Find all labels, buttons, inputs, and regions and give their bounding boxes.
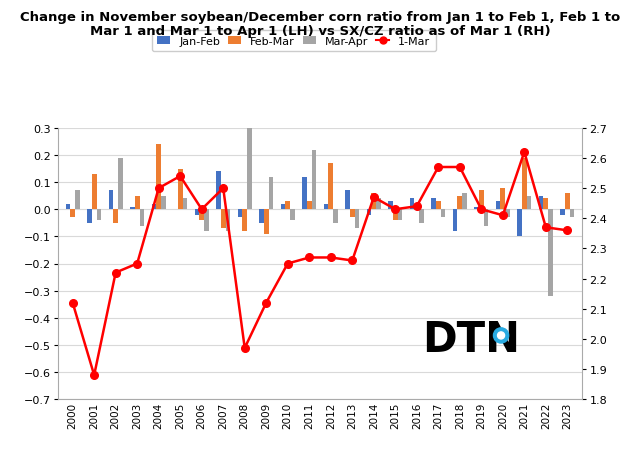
Bar (350, 210, 355, 218)
Bar (517, 210, 522, 237)
Bar (113, 210, 118, 224)
Bar (70, 210, 75, 218)
Bar (225, 210, 230, 231)
Bar (269, 177, 273, 210)
Bar (302, 177, 307, 210)
Bar (367, 210, 371, 215)
Bar (415, 207, 419, 210)
Bar (560, 210, 565, 215)
Bar (264, 210, 269, 234)
Bar (65, 204, 70, 210)
Bar (345, 191, 350, 210)
Bar (500, 188, 505, 210)
Bar (243, 210, 247, 231)
Bar (109, 191, 113, 210)
Bar (152, 204, 156, 210)
Text: Change in November soybean/December corn ratio from Jan 1 to Feb 1, Feb 1 to: Change in November soybean/December corn… (20, 11, 620, 24)
Bar (479, 191, 484, 210)
Bar (280, 204, 285, 210)
Bar (75, 191, 80, 210)
Bar (543, 199, 548, 210)
Bar (204, 210, 209, 231)
Bar (290, 210, 295, 221)
Bar (393, 210, 397, 221)
Bar (539, 196, 543, 210)
Bar (388, 202, 393, 210)
Bar (397, 210, 403, 221)
Bar (195, 210, 199, 215)
Bar (505, 210, 510, 218)
Bar (410, 199, 415, 210)
Bar (118, 158, 123, 210)
Bar (161, 196, 166, 210)
Bar (441, 210, 445, 218)
Bar (130, 207, 135, 210)
Bar (570, 210, 575, 218)
Bar (419, 210, 424, 224)
Bar (458, 196, 462, 210)
Bar (527, 196, 531, 210)
Bar (247, 34, 252, 210)
Bar (140, 210, 144, 226)
Bar (496, 202, 500, 210)
Ellipse shape (497, 332, 504, 339)
Bar (307, 202, 312, 210)
Bar (462, 194, 467, 210)
Bar (431, 199, 436, 210)
Bar (221, 210, 225, 229)
Bar (484, 210, 488, 226)
Bar (565, 194, 570, 210)
Bar (216, 172, 221, 210)
Bar (259, 210, 264, 224)
Bar (97, 210, 101, 221)
Bar (156, 145, 161, 210)
Bar (92, 174, 97, 210)
Bar (135, 196, 140, 210)
Bar (324, 204, 328, 210)
Bar (474, 207, 479, 210)
Text: DTN: DTN (422, 319, 520, 361)
Bar (548, 210, 553, 297)
Bar (355, 210, 360, 229)
Bar (452, 210, 458, 231)
Bar (328, 164, 333, 210)
Bar (312, 150, 316, 210)
Ellipse shape (493, 328, 509, 343)
Bar (87, 210, 92, 224)
Bar (237, 210, 243, 218)
Bar (285, 202, 290, 210)
Bar (371, 194, 376, 210)
Text: Mar 1 and Mar 1 to Apr 1 (LH) vs SX/CZ ratio as of Mar 1 (RH): Mar 1 and Mar 1 to Apr 1 (LH) vs SX/CZ r… (90, 25, 550, 38)
Legend: Jan-Feb, Feb-Mar, Mar-Apr, 1-Mar: Jan-Feb, Feb-Mar, Mar-Apr, 1-Mar (152, 31, 436, 52)
Bar (522, 158, 527, 210)
Bar (199, 210, 204, 221)
Bar (333, 210, 338, 224)
Bar (178, 169, 182, 210)
Bar (376, 199, 381, 210)
Bar (182, 199, 188, 210)
Bar (436, 202, 441, 210)
